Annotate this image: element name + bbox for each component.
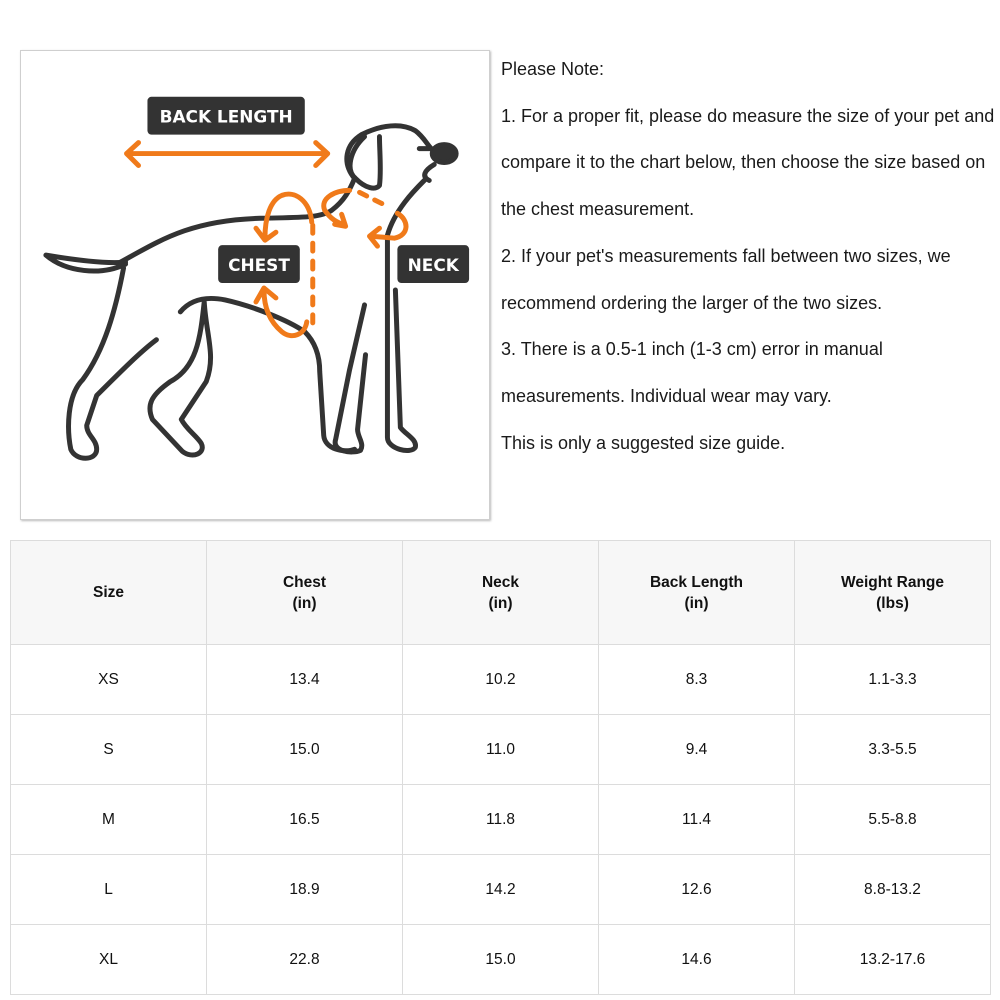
cell-weight-range: 8.8-13.2: [794, 854, 991, 925]
cell-weight-range: 5.5-8.8: [794, 784, 991, 855]
measurement-arrows: [124, 140, 409, 339]
table-row: M 16.5 11.8 11.4 5.5-8.8: [10, 784, 991, 855]
svg-text:CHEST: CHEST: [228, 255, 290, 275]
size-chart-table: Size Chest (in) Neck (in) Back Length (in) …: [10, 540, 991, 995]
note-item: 1. For a proper fit, please do measure t…: [501, 105, 995, 220]
cell-size: L: [10, 854, 207, 925]
neck-arrow-top: [321, 187, 353, 229]
note-item: This is only a suggested size guide.: [501, 432, 786, 453]
cell-neck: 11.0: [402, 714, 599, 785]
cell-size: S: [10, 714, 207, 785]
neck-dotted-line: [357, 189, 390, 209]
cell-size: M: [10, 784, 207, 855]
table-row: L 18.9 14.2 12.6 8.8-13.2: [10, 854, 991, 925]
cell-back-length: 14.6: [598, 924, 795, 995]
neck-arrow-bottom: [367, 210, 409, 249]
table-row: XL 22.8 15.0 14.6 13.2-17.6: [10, 924, 991, 995]
size-notes: Please Note: 1. For a proper fit, please…: [501, 46, 999, 466]
cell-back-length: 8.3: [598, 644, 795, 715]
notes-title: Please Note:: [501, 59, 605, 79]
cell-weight-range: 1.1-3.3: [794, 644, 991, 715]
cell-size: XL: [10, 924, 207, 995]
svg-text:NECK: NECK: [408, 255, 460, 275]
chest-label: CHEST: [218, 245, 300, 284]
header-weight-range: Weight Range (lbs): [794, 540, 991, 645]
back-length-label: BACK LENGTH: [147, 96, 305, 135]
dog-outline: [43, 123, 459, 461]
cell-chest: 15.0: [206, 714, 403, 785]
cell-chest: 18.9: [206, 854, 403, 925]
neck-label: NECK: [397, 245, 470, 284]
note-item: 2. If your pet's measurements fall betwe…: [501, 245, 951, 313]
header-neck: Neck (in): [402, 540, 599, 645]
header-size: Size: [10, 540, 207, 645]
cell-chest: 22.8: [206, 924, 403, 995]
cell-size: XS: [10, 644, 207, 715]
cell-neck: 14.2: [402, 854, 599, 925]
cell-weight-range: 13.2-17.6: [794, 924, 991, 995]
note-item: 3. There is a 0.5-1 inch (1-3 cm) error …: [501, 339, 883, 406]
header-chest: Chest (in): [206, 540, 403, 645]
cell-back-length: 11.4: [598, 784, 795, 855]
cell-chest: 13.4: [206, 644, 403, 715]
cell-chest: 16.5: [206, 784, 403, 855]
chest-arrow-top: [253, 191, 315, 243]
cell-neck: 11.8: [402, 784, 599, 855]
table-row: S 15.0 11.0 9.4 3.3-5.5: [10, 714, 991, 785]
table-row: XS 13.4 10.2 8.3 1.1-3.3: [10, 644, 991, 715]
chest-arrow-bottom: [253, 285, 310, 339]
cell-back-length: 9.4: [598, 714, 795, 785]
cell-back-length: 12.6: [598, 854, 795, 925]
table-header-row: Size Chest (in) Neck (in) Back Length (in) …: [10, 540, 991, 645]
svg-text:BACK LENGTH: BACK LENGTH: [160, 107, 293, 127]
back-length-arrow: [124, 140, 331, 168]
cell-neck: 15.0: [402, 924, 599, 995]
header-back-length: Back Length (in): [598, 540, 795, 645]
cell-neck: 10.2: [402, 644, 599, 715]
cell-weight-range: 3.3-5.5: [794, 714, 991, 785]
dog-measurement-diagram: BACK LENGTH CHEST NECK: [20, 50, 490, 520]
